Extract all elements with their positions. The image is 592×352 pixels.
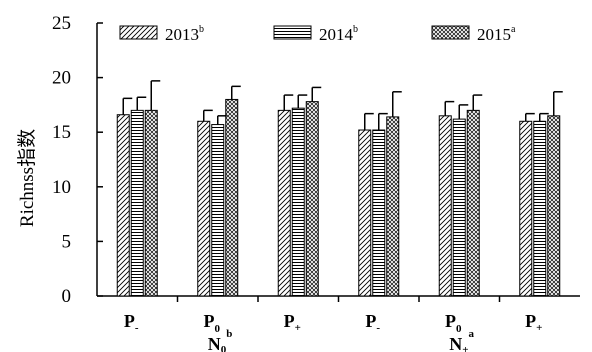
x-tick-label: P- bbox=[365, 311, 380, 334]
y-tick-label: 10 bbox=[52, 177, 71, 198]
x-axis bbox=[97, 295, 580, 302]
legend-label-2013: 2013b bbox=[165, 24, 204, 44]
y-axis: 0 5 10 15 20 25 bbox=[52, 13, 103, 307]
bar-2014-2 bbox=[211, 124, 225, 297]
bar-2014-3 bbox=[291, 107, 305, 297]
x-tick-label: P- bbox=[124, 311, 139, 334]
legend-label-2015: 2015a bbox=[477, 24, 516, 44]
bar-2013-1 bbox=[116, 114, 130, 297]
bar-2015-2 bbox=[225, 98, 239, 297]
x-tick-label: P0 bbox=[445, 311, 462, 335]
bar-2013-4 bbox=[358, 129, 372, 297]
bar-2015-3 bbox=[305, 101, 319, 297]
bar-2014-1 bbox=[130, 109, 144, 297]
bar-2013-5 bbox=[438, 115, 452, 297]
bar-2015-1 bbox=[144, 109, 158, 297]
x-tick-label: P+ bbox=[284, 311, 301, 334]
legend-swatch-2014 bbox=[273, 25, 312, 40]
legend-swatch-2015 bbox=[431, 25, 470, 40]
y-tick-label: 5 bbox=[62, 231, 72, 252]
y-tick-label: 15 bbox=[52, 122, 71, 143]
bar-2015-5 bbox=[466, 109, 480, 297]
bar-2015-6 bbox=[547, 115, 561, 297]
y-tick-label: 0 bbox=[62, 286, 72, 307]
bar-2014-4 bbox=[372, 129, 386, 297]
error-bars bbox=[122, 80, 563, 131]
category-labels: P- P0 P+ P- P0 P+ bbox=[124, 311, 542, 335]
bars bbox=[116, 98, 561, 297]
legend-label-2014: 2014b bbox=[319, 24, 358, 44]
legend-swatch-2013 bbox=[119, 25, 158, 40]
legend: 2013b 2014b 2015a bbox=[119, 24, 516, 44]
y-axis-title: Richnss指数 bbox=[16, 129, 38, 227]
group-labels: N0b N+a bbox=[208, 328, 475, 352]
bar-2013-3 bbox=[277, 109, 291, 297]
y-tick-label: 20 bbox=[52, 68, 71, 89]
x-tick-label: P0 bbox=[204, 311, 221, 335]
y-tick-label: 25 bbox=[52, 13, 71, 34]
bar-2015-4 bbox=[386, 116, 400, 297]
group-label: N+a bbox=[449, 328, 474, 352]
bar-2014-6 bbox=[533, 120, 547, 297]
bar-2014-5 bbox=[452, 118, 466, 297]
group-label: N0b bbox=[208, 328, 233, 352]
x-tick-label: P+ bbox=[525, 311, 542, 334]
bar-2013-6 bbox=[519, 120, 533, 297]
bar-2013-2 bbox=[197, 120, 211, 297]
